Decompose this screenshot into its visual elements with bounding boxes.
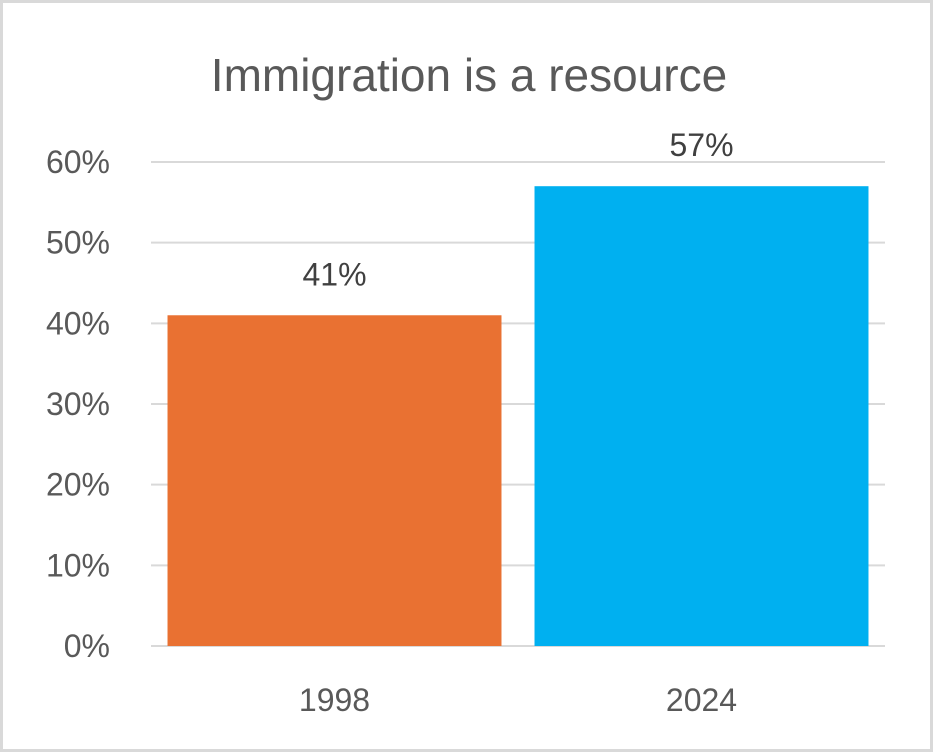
y-tick-label: 30% bbox=[46, 386, 110, 422]
y-tick-label: 60% bbox=[46, 144, 110, 180]
y-tick-label: 20% bbox=[46, 467, 110, 503]
bar-2024 bbox=[534, 186, 869, 646]
x-tick-label: 2024 bbox=[666, 682, 737, 718]
x-axis-ticks: 1998 2024 bbox=[299, 682, 737, 718]
bars bbox=[167, 186, 869, 646]
bar-1998 bbox=[167, 315, 502, 646]
chart-title: Immigration is a resource bbox=[211, 49, 727, 101]
y-tick-label: 0% bbox=[64, 628, 110, 664]
y-tick-label: 40% bbox=[46, 305, 110, 341]
data-labels: 41% 57% bbox=[302, 127, 733, 292]
data-label-2024: 57% bbox=[669, 127, 733, 163]
data-label-1998: 41% bbox=[302, 256, 366, 292]
bar-chart: Immigration is a resource 41% 57% 0% 10% 20… bbox=[46, 49, 885, 718]
x-tick-label: 1998 bbox=[299, 682, 370, 718]
y-tick-label: 50% bbox=[46, 225, 110, 261]
y-axis-ticks: 0% 10% 20% 30% 40% 50% 60% bbox=[46, 144, 110, 664]
y-tick-label: 10% bbox=[46, 547, 110, 583]
